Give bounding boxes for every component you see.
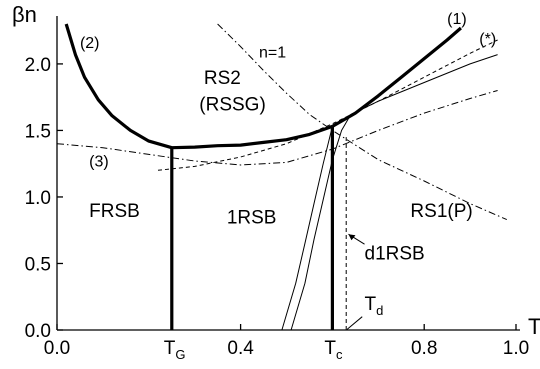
- series-curve-star: [157, 39, 498, 171]
- annotation-label: (2): [80, 35, 100, 52]
- x-tick-subscript: c: [336, 347, 343, 362]
- y-tick-label: 2.0: [25, 55, 51, 76]
- series-curve-n1: [217, 23, 507, 221]
- x-tick-label: 0.4: [227, 338, 254, 359]
- series-curve-3: [56, 90, 498, 166]
- x-tick-label: 0.8: [411, 338, 437, 359]
- y-tick-label: 1.5: [25, 121, 51, 142]
- d1rsb-arrowhead: [348, 234, 356, 241]
- annotation-label: (*): [479, 31, 496, 48]
- annotation-label: RS1(P): [410, 201, 472, 222]
- annotation-label: 1RSB: [227, 208, 277, 229]
- annotation-label: Td: [365, 294, 384, 318]
- y-tick-label: 1.0: [25, 188, 51, 209]
- annotation-label: FRSB: [89, 201, 140, 222]
- annotation-layer: (1) (*) (2) (3) n=1 RS2 (RSSG) FRSB 1RSB RS1(P) d1…: [80, 11, 496, 330]
- annotation-label: (1): [447, 11, 467, 28]
- x-tick-label: 1.0: [503, 338, 529, 359]
- series-curve-thin-2: [290, 54, 498, 331]
- x-tick-label: 0.0: [44, 338, 70, 359]
- annotation-label: n=1: [259, 44, 286, 61]
- annotation-label: d1RSB: [365, 243, 425, 264]
- y-tick-label: 0.5: [25, 254, 51, 275]
- series-curve-thin-1: [281, 126, 333, 331]
- x-tick-label: Tc: [324, 338, 343, 362]
- annotation-label: (RSSG): [199, 94, 265, 115]
- x-tick-subscript: G: [175, 347, 185, 362]
- series-curve-2: [64, 23, 333, 150]
- axes-layer: [56, 16, 520, 331]
- annotation-label: RS2: [204, 68, 241, 89]
- y-axis-title: βn: [12, 2, 37, 27]
- annotation-subscript: d: [376, 303, 383, 318]
- td-leader-line: [346, 316, 363, 330]
- series-curve-1: [331, 26, 462, 128]
- annotation-label: (3): [89, 153, 109, 170]
- x-tick-label: TG: [164, 338, 186, 362]
- series-layer: [56, 23, 507, 331]
- y-tick-label: 0.0: [25, 321, 51, 342]
- x-axis-title: T: [528, 314, 540, 339]
